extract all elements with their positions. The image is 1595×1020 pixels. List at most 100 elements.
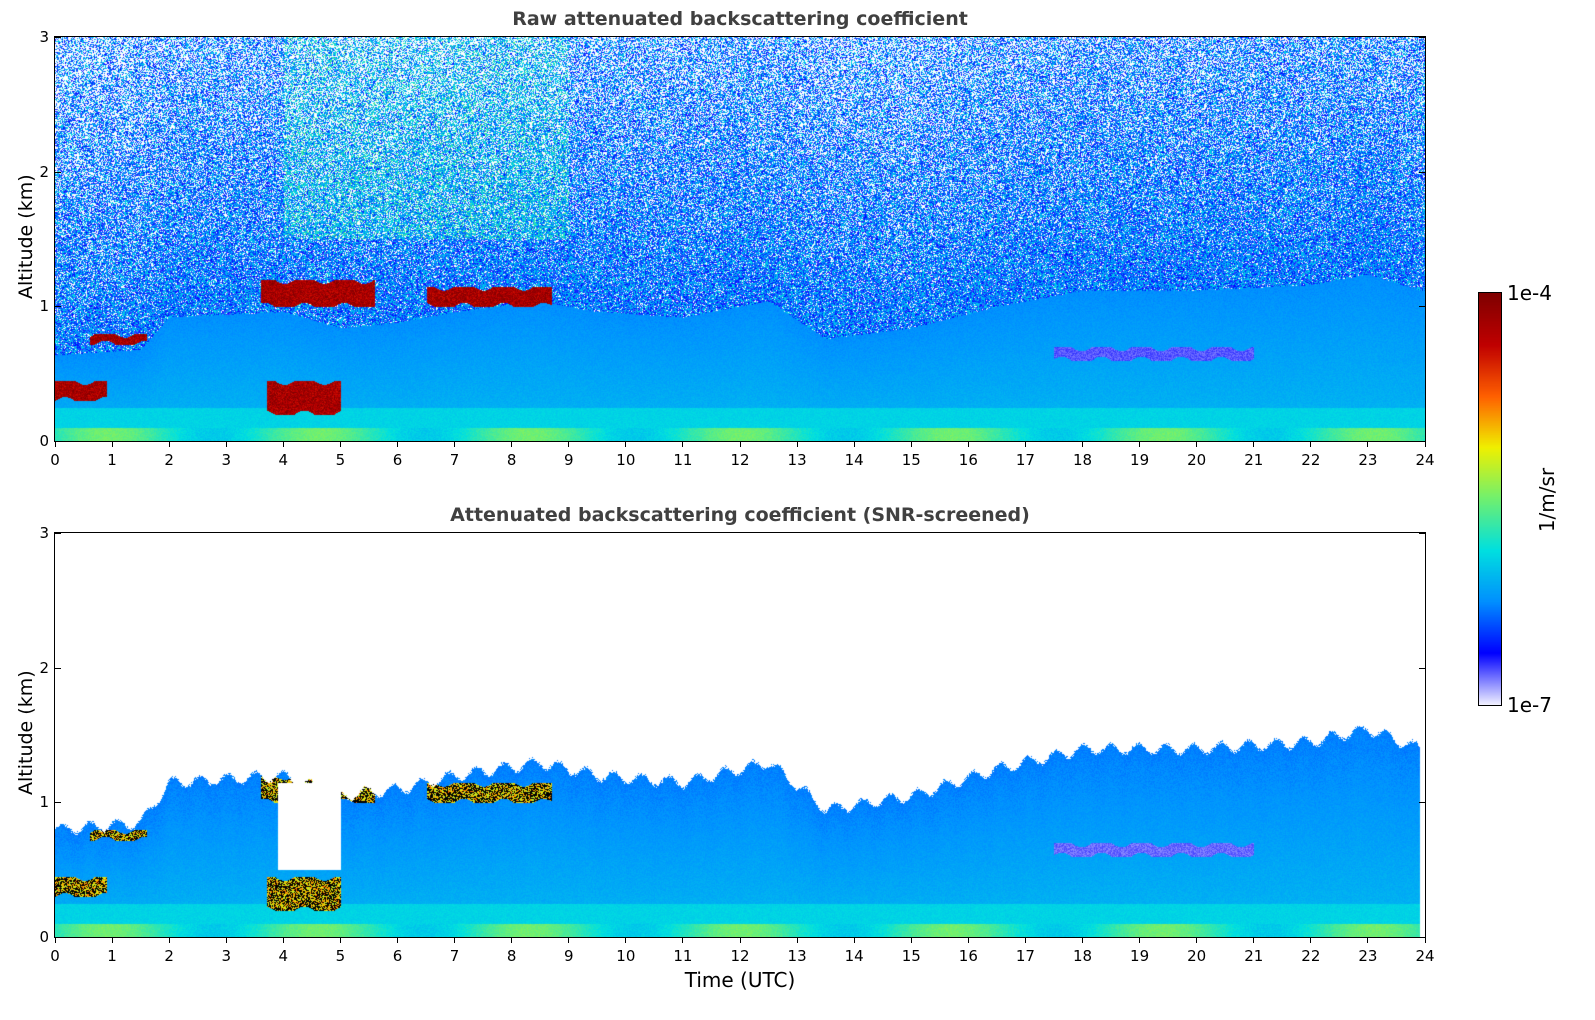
- x-tick-mark: [397, 441, 398, 447]
- x-tick-mark: [282, 937, 284, 943]
- x-tick-label: 8: [506, 947, 517, 965]
- x-tick-mark: [739, 937, 741, 943]
- x-tick-label: 13: [787, 947, 807, 965]
- y-tick-mark-right: [1419, 802, 1425, 804]
- x-tick-label: 18: [1072, 451, 1093, 469]
- x-tick-mark: [967, 937, 969, 943]
- x-tick-mark: [682, 441, 684, 447]
- x-tick-label: 0: [50, 947, 60, 965]
- x-tick-label: 20: [1187, 947, 1207, 965]
- x-tick-mark: [1367, 441, 1369, 447]
- y-tick-mark: [55, 667, 61, 669]
- y-tick-mark: [55, 171, 61, 173]
- x-tick-label: 24: [1415, 947, 1435, 965]
- x-tick-label: 18: [1072, 947, 1093, 965]
- x-tick-mark: [168, 937, 170, 943]
- x-tick-mark: [1196, 441, 1198, 447]
- y-tick-mark-right: [1419, 37, 1425, 38]
- x-tick-label: 6: [392, 451, 403, 469]
- x-tick-label: 11: [673, 451, 693, 469]
- y-tick-mark: [55, 306, 61, 308]
- x-tick-label: 12: [730, 947, 750, 965]
- y-tick-mark-right: [1419, 937, 1425, 938]
- x-tick-mark: [910, 937, 912, 943]
- colorbar-min-label: 1e-7: [1507, 693, 1552, 717]
- chart-title-raw: Raw attenuated backscattering coefficien…: [512, 8, 968, 30]
- x-tick-mark: [339, 441, 341, 447]
- x-tick-mark: [168, 441, 170, 447]
- x-tick-label: 5: [335, 947, 346, 965]
- y-tick-mark: [55, 37, 61, 38]
- x-tick-label: 9: [563, 451, 574, 469]
- x-tick-label: 23: [1358, 451, 1378, 469]
- colorbar-max-label: 1e-4: [1507, 281, 1552, 305]
- x-tick-label: 6: [392, 947, 403, 965]
- y-tick-mark-right: [1419, 441, 1425, 442]
- y-tick-label: 0: [39, 432, 49, 450]
- x-tick-label: 1: [107, 451, 117, 469]
- x-tick-mark: [1310, 937, 1312, 943]
- y-tick-label: 0: [39, 928, 49, 946]
- y-tick-label: 2: [39, 162, 49, 181]
- x-tick-mark: [853, 937, 855, 943]
- x-tick-label: 22: [1301, 451, 1321, 469]
- x-tick-label: 3: [221, 947, 232, 965]
- x-tick-label: 13: [787, 451, 807, 469]
- x-tick-mark: [1082, 441, 1083, 447]
- x-tick-label: 1: [107, 947, 117, 965]
- x-tick-mark: [1310, 441, 1312, 447]
- x-tick-label: 15: [901, 451, 921, 469]
- chart-title-screened: Attenuated backscattering coefficient (S…: [450, 504, 1030, 526]
- x-tick-label: 3: [221, 451, 232, 469]
- x-tick-mark: [511, 441, 513, 447]
- x-tick-label: 16: [958, 451, 978, 469]
- x-tick-mark: [454, 937, 456, 943]
- x-tick-mark: [397, 937, 398, 943]
- y-axis-label-screened: Altitude (km): [15, 670, 37, 795]
- x-tick-mark: [111, 441, 113, 447]
- x-tick-label: 14: [844, 947, 864, 965]
- x-tick-mark: [54, 937, 56, 943]
- x-tick-mark: [511, 937, 513, 943]
- x-tick-mark: [1139, 441, 1141, 447]
- y-tick-label: 1: [39, 297, 49, 316]
- x-tick-mark: [1024, 937, 1026, 943]
- y-tick-label: 3: [39, 524, 49, 542]
- x-tick-mark: [1424, 937, 1426, 943]
- x-tick-label: 10: [616, 451, 636, 469]
- x-tick-label: 11: [673, 947, 693, 965]
- colorbar-unit-label: 1/m/sr: [1535, 467, 1559, 533]
- x-tick-mark: [796, 937, 798, 943]
- x-tick-mark: [1424, 441, 1426, 447]
- y-tick-mark: [55, 937, 61, 938]
- y-tick-label: 3: [39, 28, 49, 46]
- x-tick-label: 7: [449, 451, 460, 469]
- x-tick-mark: [111, 937, 113, 943]
- x-tick-label: 21: [1244, 947, 1264, 965]
- x-tick-mark: [796, 441, 798, 447]
- x-tick-mark: [225, 441, 227, 447]
- x-tick-mark: [1082, 937, 1083, 943]
- x-tick-label: 4: [278, 451, 289, 469]
- y-tick-mark: [55, 441, 61, 442]
- x-tick-label: 12: [730, 451, 750, 469]
- x-tick-mark: [739, 441, 741, 447]
- y-tick-mark-right: [1419, 306, 1425, 308]
- heatmap-screened: [55, 533, 1425, 937]
- x-tick-mark: [625, 937, 627, 943]
- colorbar-frame: [1478, 292, 1502, 706]
- x-tick-mark: [454, 441, 456, 447]
- x-tick-mark: [225, 937, 227, 943]
- x-tick-mark: [1367, 937, 1369, 943]
- x-tick-label: 21: [1244, 451, 1264, 469]
- x-axis-label: Time (UTC): [684, 968, 796, 992]
- plot-frame-screened: [54, 532, 1426, 938]
- x-tick-mark: [568, 441, 570, 447]
- x-tick-mark: [1024, 441, 1026, 447]
- x-tick-label: 19: [1130, 947, 1150, 965]
- x-tick-mark: [282, 441, 284, 447]
- x-tick-label: 4: [278, 947, 289, 965]
- plot-frame-raw: [54, 36, 1426, 442]
- x-tick-mark: [910, 441, 912, 447]
- y-axis-label-raw: Altitude (km): [15, 174, 37, 299]
